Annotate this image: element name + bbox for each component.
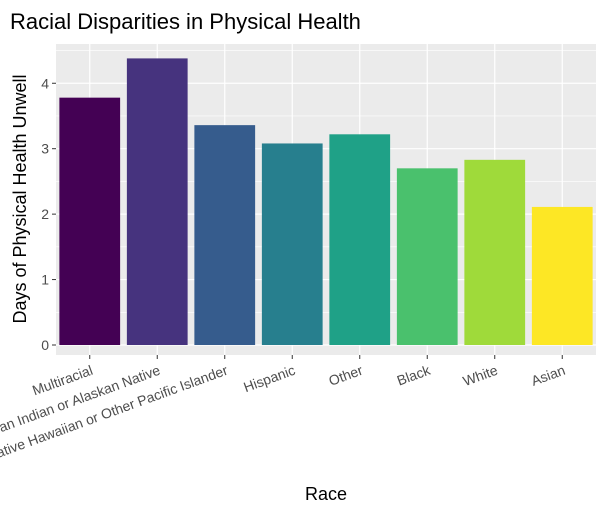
y-tick-label: 2 xyxy=(41,206,49,222)
x-tick-label-white: White xyxy=(461,362,500,389)
x-tick-label-black: Black xyxy=(395,361,434,388)
y-axis-title: Days of Physical Health Unwell xyxy=(10,74,30,323)
bar-native-hawaiian-or-other-pacific-islander xyxy=(194,125,256,345)
bar-multiracial xyxy=(59,97,121,345)
y-tick-label: 3 xyxy=(41,141,49,157)
x-tick-label-hispanic: Hispanic xyxy=(241,362,297,395)
x-tick-label-asian: Asian xyxy=(529,362,567,389)
y-tick-label: 0 xyxy=(41,337,49,353)
bar-hispanic xyxy=(261,143,323,345)
bars xyxy=(59,58,593,345)
bar-black xyxy=(396,168,458,345)
chart-title: Racial Disparities in Physical Health xyxy=(10,9,361,34)
y-tick-label: 4 xyxy=(41,75,49,91)
y-tick-label: 1 xyxy=(41,272,49,288)
y-axis: 0 1 2 3 4 xyxy=(41,75,56,353)
x-axis-title: Race xyxy=(305,484,347,504)
bar-other xyxy=(329,134,391,345)
bar-asian xyxy=(531,206,593,345)
bar-american-indian-or-alaskan-native xyxy=(126,58,188,345)
bar-white xyxy=(464,159,526,345)
x-tick-label-other: Other xyxy=(326,362,365,389)
